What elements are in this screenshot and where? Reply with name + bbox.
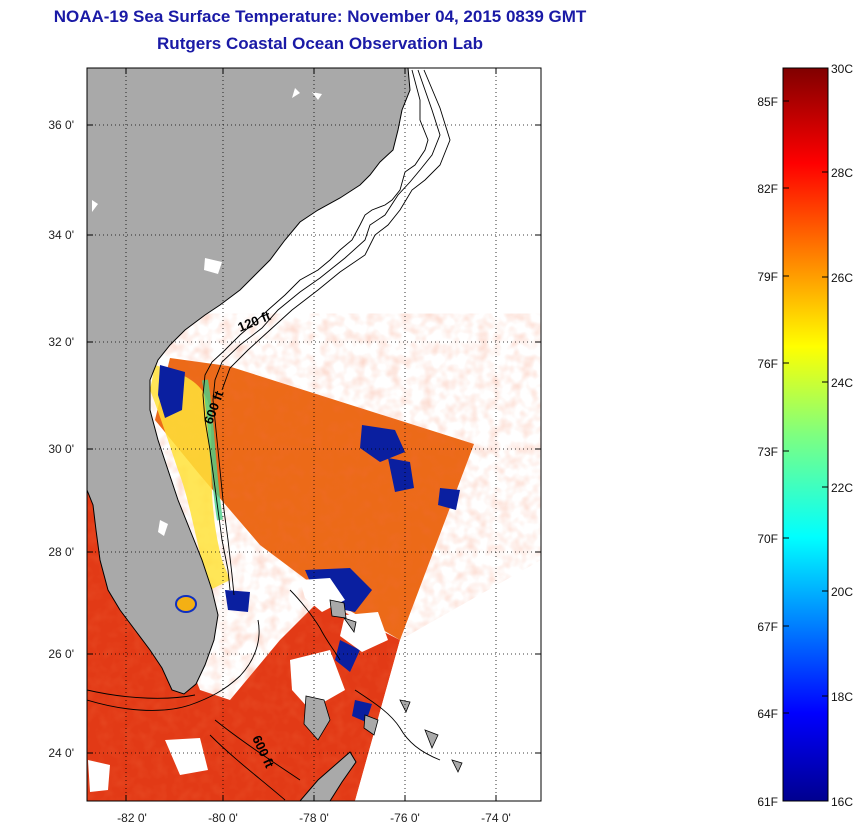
fahrenheit-label: 67F bbox=[757, 620, 778, 634]
celsius-label: 18C bbox=[831, 690, 853, 704]
lat-label: 34 0' bbox=[48, 228, 74, 242]
fahrenheit-label: 61F bbox=[757, 795, 778, 809]
lat-label: 32 0' bbox=[48, 335, 74, 349]
cloud-gaps bbox=[88, 578, 388, 792]
fahrenheit-label: 82F bbox=[757, 182, 778, 196]
colorbar-gradient bbox=[782, 67, 829, 802]
celsius-label: 20C bbox=[831, 585, 853, 599]
celsius-label: 16C bbox=[831, 795, 853, 809]
colorbar-fahrenheit-labels: 85F 82F 79F 76F 73F 70F 67F 64F 61F bbox=[757, 95, 778, 809]
lon-label: -78 0' bbox=[299, 811, 329, 825]
lat-label: 30 0' bbox=[48, 442, 74, 456]
latitude-labels: 36 0' 34 0' 32 0' 30 0' 28 0' 26 0' 24 0… bbox=[48, 118, 74, 760]
lat-label: 36 0' bbox=[48, 118, 74, 132]
map-subtitle: Rutgers Coastal Ocean Observation Lab bbox=[157, 34, 483, 53]
fahrenheit-label: 79F bbox=[757, 270, 778, 284]
lat-label: 28 0' bbox=[48, 545, 74, 559]
map-area: 120 ft 600 ft 600 ft bbox=[87, 68, 541, 801]
colorbar-ticks bbox=[783, 67, 828, 714]
celsius-label: 22C bbox=[831, 481, 853, 495]
celsius-label: 30C bbox=[831, 62, 853, 76]
lat-label: 24 0' bbox=[48, 746, 74, 760]
land-us-southeast bbox=[87, 68, 411, 695]
colorbar-celsius-labels: 30C 28C 26C 24C 22C 20C 18C 16C bbox=[831, 62, 853, 809]
white-ocean-masks bbox=[355, 560, 541, 801]
axis-ticks bbox=[87, 68, 541, 801]
sst-gulfstream-edge bbox=[202, 379, 223, 521]
fahrenheit-label: 70F bbox=[757, 532, 778, 546]
map-title: NOAA-19 Sea Surface Temperature: Novembe… bbox=[53, 7, 587, 26]
lat-label: 26 0' bbox=[48, 647, 74, 661]
celsius-label: 24C bbox=[831, 376, 853, 390]
longitude-labels: -82 0' -80 0' -78 0' -76 0' -74 0' bbox=[117, 811, 511, 825]
fahrenheit-label: 73F bbox=[757, 445, 778, 459]
fahrenheit-label: 64F bbox=[757, 707, 778, 721]
celsius-label: 26C bbox=[831, 271, 853, 285]
fahrenheit-label: 76F bbox=[757, 357, 778, 371]
fahrenheit-label: 85F bbox=[757, 95, 778, 109]
colorbar: 30C 28C 26C 24C 22C 20C 18C 16C 85F 82F … bbox=[757, 62, 853, 809]
lon-label: -76 0' bbox=[390, 811, 420, 825]
inland-lakes bbox=[92, 88, 322, 536]
lon-label: -74 0' bbox=[481, 811, 511, 825]
land-bahamas bbox=[303, 599, 463, 773]
lake-okeechobee bbox=[175, 595, 197, 613]
lon-label: -82 0' bbox=[117, 811, 147, 825]
lon-label: -80 0' bbox=[208, 811, 238, 825]
celsius-label: 28C bbox=[831, 166, 853, 180]
